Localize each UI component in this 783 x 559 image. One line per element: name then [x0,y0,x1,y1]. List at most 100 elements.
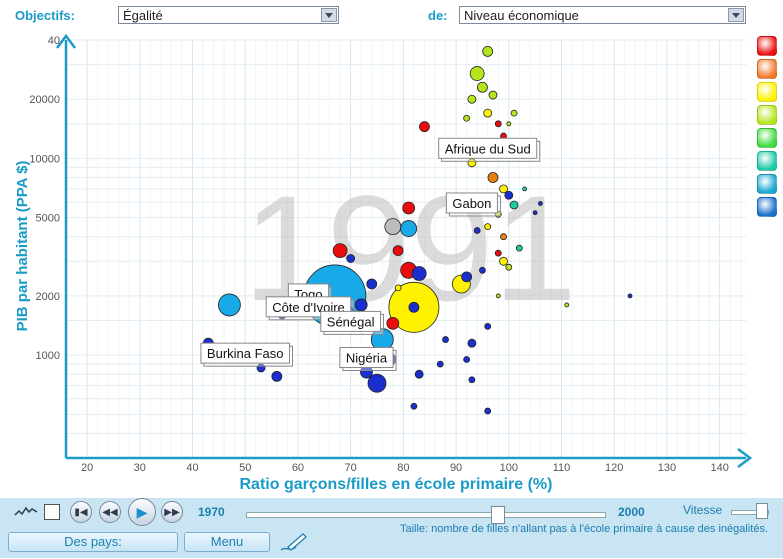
speed-slider[interactable] [731,510,769,515]
legend-swatch[interactable] [757,105,777,125]
country-bubble[interactable] [538,201,543,206]
objectifs-dropdown[interactable]: Égalité [118,6,339,24]
legend-swatch[interactable] [757,59,777,79]
country-bubble[interactable] [384,218,402,236]
country-bubble[interactable] [494,120,502,128]
country-bubble[interactable] [386,317,400,330]
country-bubble[interactable] [461,271,473,283]
country-bubble[interactable] [506,121,512,127]
country-bubble[interactable] [488,90,498,100]
country-callout: Nigéria [339,347,397,372]
country-bubble[interactable] [627,293,633,299]
x-axis-title: Ratio garçons/filles en école primaire (… [240,476,553,493]
country-bubble[interactable] [484,407,492,415]
pen-icon[interactable] [278,530,308,554]
country-bubble[interactable] [510,109,518,117]
x-tick-label: 140 [710,462,728,474]
country-bubble[interactable] [414,369,424,379]
country-bubble[interactable] [354,298,368,312]
forward-button[interactable]: ▶▶ [161,501,183,523]
country-callout: Burkina Faso [200,342,294,367]
country-bubble[interactable] [473,227,481,234]
country-bubble[interactable] [271,370,283,382]
legend-swatch[interactable] [757,174,777,194]
bubbles-layer[interactable] [202,46,633,415]
trail-checkbox[interactable] [44,504,60,520]
y-tick-label: 20000 [29,94,60,106]
country-bubble[interactable] [504,190,514,200]
country-bubble[interactable] [469,66,485,81]
rewind-icon: ◀◀ [102,506,118,518]
country-bubble[interactable] [436,360,444,368]
timeline-thumb[interactable] [491,506,505,524]
x-tick-label: 60 [292,462,304,474]
legend-swatch[interactable] [757,128,777,148]
country-bubble[interactable] [400,220,418,237]
x-tick-label: 100 [500,462,518,474]
chevron-down-icon[interactable] [321,8,337,22]
country-bubble[interactable] [332,243,348,258]
country-bubble[interactable] [515,244,523,252]
country-bubble[interactable] [392,245,404,256]
chevron-down-icon[interactable] [728,8,744,22]
play-button[interactable]: ▶ [128,498,156,526]
country-bubble[interactable] [477,81,488,93]
speed-thumb[interactable] [756,503,768,519]
legend-swatch[interactable] [757,82,777,102]
country-bubble[interactable] [367,373,387,393]
country-bubble[interactable] [564,302,570,308]
country-bubble[interactable] [419,121,430,133]
x-tick-label: 30 [134,462,146,474]
objectifs-value: Égalité [123,8,163,23]
country-bubble[interactable] [487,172,499,183]
country-bubble[interactable] [532,210,538,216]
country-bubble[interactable] [483,108,493,118]
country-bubble[interactable] [484,223,492,231]
country-bubble[interactable] [346,254,356,263]
country-bubble[interactable] [467,94,477,104]
country-callout-label: Afrique du Sud [445,141,531,156]
country-bubble[interactable] [366,278,378,290]
country-bubble[interactable] [479,266,486,274]
country-bubble[interactable] [411,266,427,281]
menu-button[interactable]: Menu [184,532,270,552]
country-bubble[interactable] [494,249,502,257]
y-tick-label: 40 [48,35,60,47]
country-bubble[interactable] [499,184,508,194]
countries-button[interactable]: Des pays: [8,532,178,552]
country-bubble[interactable] [482,46,494,57]
country-bubble[interactable] [410,402,418,410]
x-tick-label: 90 [450,462,462,474]
de-dropdown[interactable]: Niveau économique [459,6,746,24]
country-callout-label: Gabon [452,196,491,211]
country-bubble[interactable] [522,186,528,192]
callout-box [438,137,538,159]
country-bubble[interactable] [442,336,449,343]
first-button[interactable]: ▮◀ [70,501,92,523]
legend-swatch[interactable] [757,36,777,56]
country-bubble[interactable] [394,284,402,292]
country-bubble[interactable] [218,293,241,317]
trail-icon[interactable] [14,503,38,519]
x-tick-label: 110 [553,462,571,474]
country-bubble[interactable] [463,356,471,363]
country-bubble[interactable] [500,233,507,241]
rewind-button[interactable]: ◀◀ [99,501,121,523]
country-bubble[interactable] [484,322,492,330]
legend-swatch[interactable] [757,151,777,171]
country-bubble[interactable] [499,256,508,266]
timeline-slider[interactable] [246,512,606,518]
callout-box [320,310,382,332]
country-bubble[interactable] [509,200,519,210]
legend-swatch[interactable] [757,197,777,217]
y-tick-label: 1000 [36,350,60,362]
country-bubble[interactable] [408,301,420,313]
country-bubble[interactable] [468,376,476,384]
country-bubble[interactable] [505,263,513,271]
country-bubble[interactable] [463,114,471,122]
country-bubble[interactable] [467,338,477,348]
country-bubble[interactable] [402,201,416,215]
country-bubble[interactable] [495,293,501,299]
